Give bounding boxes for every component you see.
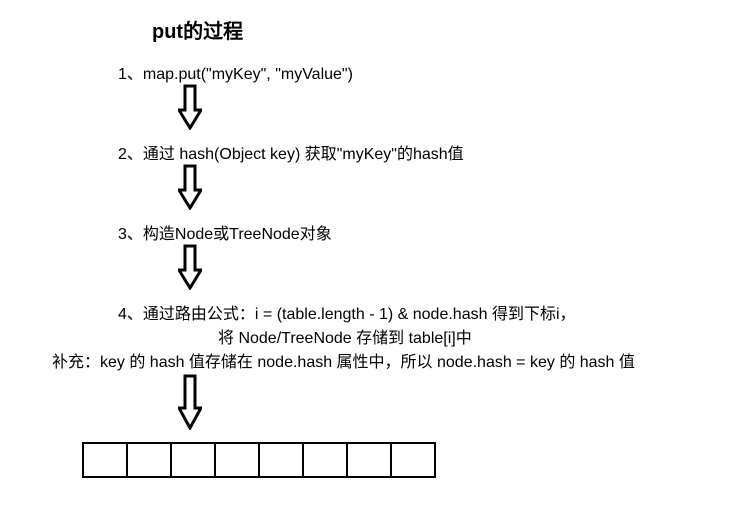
- arrow-1: [178, 82, 202, 130]
- step-2: 2、通过 hash(Object key) 获取"myKey"的hash值: [118, 140, 464, 164]
- step-4-line2: 将 Node/TreeNode 存储到 table[i]中: [218, 330, 472, 347]
- step-3-text: 3、构造Node或TreeNode对象: [118, 226, 332, 243]
- table-cell: [258, 442, 304, 478]
- table-cell: [170, 442, 216, 478]
- table-cell: [390, 442, 436, 478]
- table-cell: [82, 442, 128, 478]
- arrow-down-icon: [178, 162, 202, 210]
- step-1-text: 1、map.put("myKey", "myValue"): [118, 66, 353, 83]
- table-cell: [346, 442, 392, 478]
- array-table: [82, 442, 436, 478]
- table-cell: [126, 442, 172, 478]
- step-4-line3: 补充：key 的 hash 值存储在 node.hash 属性中，所以 node…: [52, 354, 635, 371]
- step-4-line3-container: 补充：key 的 hash 值存储在 node.hash 属性中，所以 node…: [52, 348, 635, 372]
- table-cell: [214, 442, 260, 478]
- diagram-title: put的过程: [152, 15, 243, 44]
- step-4: 4、通过路由公式：i = (table.length - 1) & node.h…: [118, 300, 576, 324]
- arrow-down-icon: [178, 372, 202, 430]
- arrow-3: [178, 242, 202, 290]
- step-2-text: 2、通过 hash(Object key) 获取"myKey"的hash值: [118, 146, 464, 163]
- step-3: 3、构造Node或TreeNode对象: [118, 220, 332, 244]
- step-1: 1、map.put("myKey", "myValue"): [118, 60, 353, 84]
- arrow-2: [178, 162, 202, 210]
- step-4-line1: 4、通过路由公式：i = (table.length - 1) & node.h…: [118, 306, 576, 323]
- arrow-down-icon: [178, 242, 202, 290]
- table-cell: [302, 442, 348, 478]
- step-4-line2-container: 将 Node/TreeNode 存储到 table[i]中: [218, 324, 472, 348]
- title-text: put的过程: [152, 21, 243, 43]
- arrow-down-icon: [178, 82, 202, 130]
- arrow-4: [178, 372, 202, 430]
